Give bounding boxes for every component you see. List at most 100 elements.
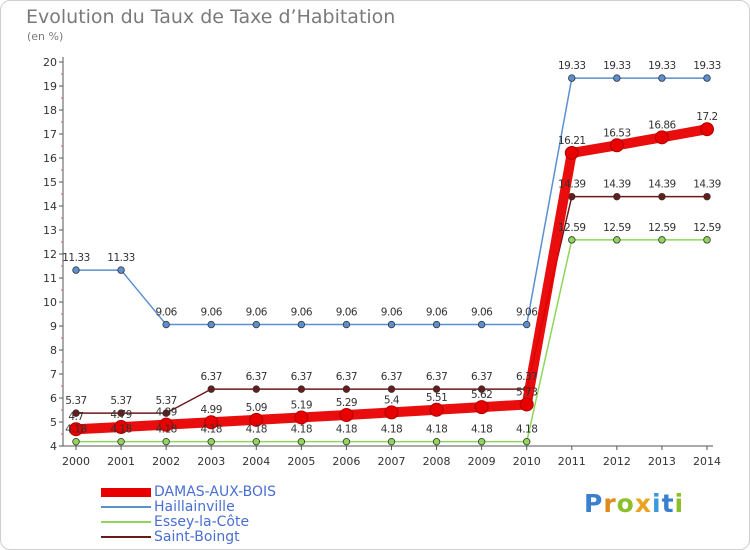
data-label: 9.06	[201, 307, 223, 319]
x-tick-label: 2007	[378, 455, 406, 468]
data-point	[159, 417, 174, 432]
y-tick-label: 16	[43, 152, 57, 165]
data-label: 6.37	[201, 371, 222, 383]
logo-letter: t	[661, 489, 675, 518]
data-point	[609, 138, 624, 153]
data-point	[703, 236, 711, 244]
data-point	[117, 437, 125, 446]
x-tick-label: 2005	[287, 455, 315, 468]
logo-letter: i	[674, 489, 685, 518]
data-label: 4.7	[68, 411, 83, 423]
data-point	[204, 415, 219, 430]
data-point	[658, 192, 666, 201]
chart-title: Evolution du Taux de Taxe d’Habitation	[26, 6, 396, 28]
x-tick-label: 2011	[558, 455, 586, 468]
data-label: 6.37	[291, 371, 312, 383]
data-point	[162, 320, 170, 329]
data-point	[72, 409, 80, 417]
data-label: 4.89	[155, 407, 176, 419]
y-tick-label: 6	[50, 392, 57, 405]
x-tick-label: 2004	[242, 455, 270, 468]
data-point	[703, 192, 711, 201]
data-label: 14.39	[693, 179, 721, 191]
x-tick-label: 2012	[603, 455, 631, 468]
data-point	[387, 320, 396, 329]
data-label: 9.06	[471, 307, 493, 319]
data-point	[519, 397, 534, 412]
data-point	[162, 409, 170, 417]
data-point	[297, 385, 306, 393]
y-tick-label: 19	[43, 80, 57, 93]
y-tick-label: 18	[43, 104, 57, 117]
data-label: 4.18	[246, 424, 267, 436]
data-label: 5.62	[471, 389, 492, 401]
data-label: 4.18	[201, 424, 222, 436]
data-label: 4.18	[516, 424, 537, 436]
data-label: 5.73	[516, 386, 537, 398]
y-tick-label: 14	[43, 200, 57, 213]
data-point	[477, 437, 486, 446]
data-point	[249, 412, 264, 427]
data-point	[384, 405, 399, 420]
data-point	[658, 74, 666, 82]
data-label: 12.59	[648, 222, 676, 234]
data-label: 19.33	[648, 60, 676, 72]
y-tick-label: 7	[50, 368, 57, 381]
data-point	[207, 437, 215, 446]
data-point	[342, 320, 351, 329]
data-point	[429, 402, 444, 417]
data-label: 4.18	[110, 424, 131, 436]
legend-swatch	[101, 536, 151, 538]
data-point	[297, 320, 306, 329]
data-label: 19.33	[558, 60, 586, 72]
data-point	[432, 320, 441, 329]
data-label: 4.79	[110, 409, 131, 421]
data-point	[474, 400, 489, 415]
data-label: 14.39	[648, 179, 676, 191]
data-point	[252, 320, 260, 329]
data-label: 16.86	[648, 119, 676, 131]
data-point	[252, 385, 260, 393]
x-tick-label: 2001	[107, 455, 135, 468]
data-label: 19.33	[693, 60, 721, 72]
data-point	[117, 266, 125, 274]
x-tick-label: 2002	[152, 455, 180, 468]
data-point	[69, 422, 83, 437]
data-label: 12.59	[693, 222, 721, 234]
data-point	[339, 408, 354, 423]
data-point	[477, 320, 486, 329]
y-tick-label: 9	[50, 320, 57, 333]
data-label: 16.21	[558, 135, 586, 147]
data-point	[342, 437, 351, 446]
data-point	[294, 410, 309, 425]
data-point	[477, 385, 486, 393]
data-label: 4.18	[381, 424, 402, 436]
data-point	[613, 192, 621, 201]
data-label: 9.06	[381, 307, 403, 319]
logo-letter: i	[652, 489, 662, 518]
legend-label: Saint-Boingt	[154, 529, 240, 545]
data-point	[72, 437, 80, 446]
data-point	[523, 320, 531, 329]
data-point	[700, 122, 714, 137]
data-label: 5.37	[65, 395, 86, 407]
data-label: 6.37	[516, 371, 537, 383]
data-label: 4.18	[471, 424, 492, 436]
data-point	[658, 236, 666, 244]
data-label: 17.2	[696, 111, 717, 123]
data-point	[564, 145, 579, 160]
data-point	[703, 74, 711, 82]
data-label: 5.4	[384, 394, 400, 406]
data-label: 9.06	[516, 307, 538, 319]
data-label: 5.51	[426, 392, 447, 404]
logo-letter: P	[584, 489, 604, 518]
data-label: 9.06	[291, 307, 313, 319]
data-point	[207, 320, 215, 329]
data-label: 11.33	[62, 252, 90, 264]
data-point	[523, 437, 531, 446]
data-point	[568, 74, 576, 82]
legend-swatch	[101, 487, 151, 497]
data-label: 14.39	[558, 179, 586, 191]
y-tick-label: 4	[50, 440, 57, 453]
data-label: 6.37	[471, 371, 492, 383]
